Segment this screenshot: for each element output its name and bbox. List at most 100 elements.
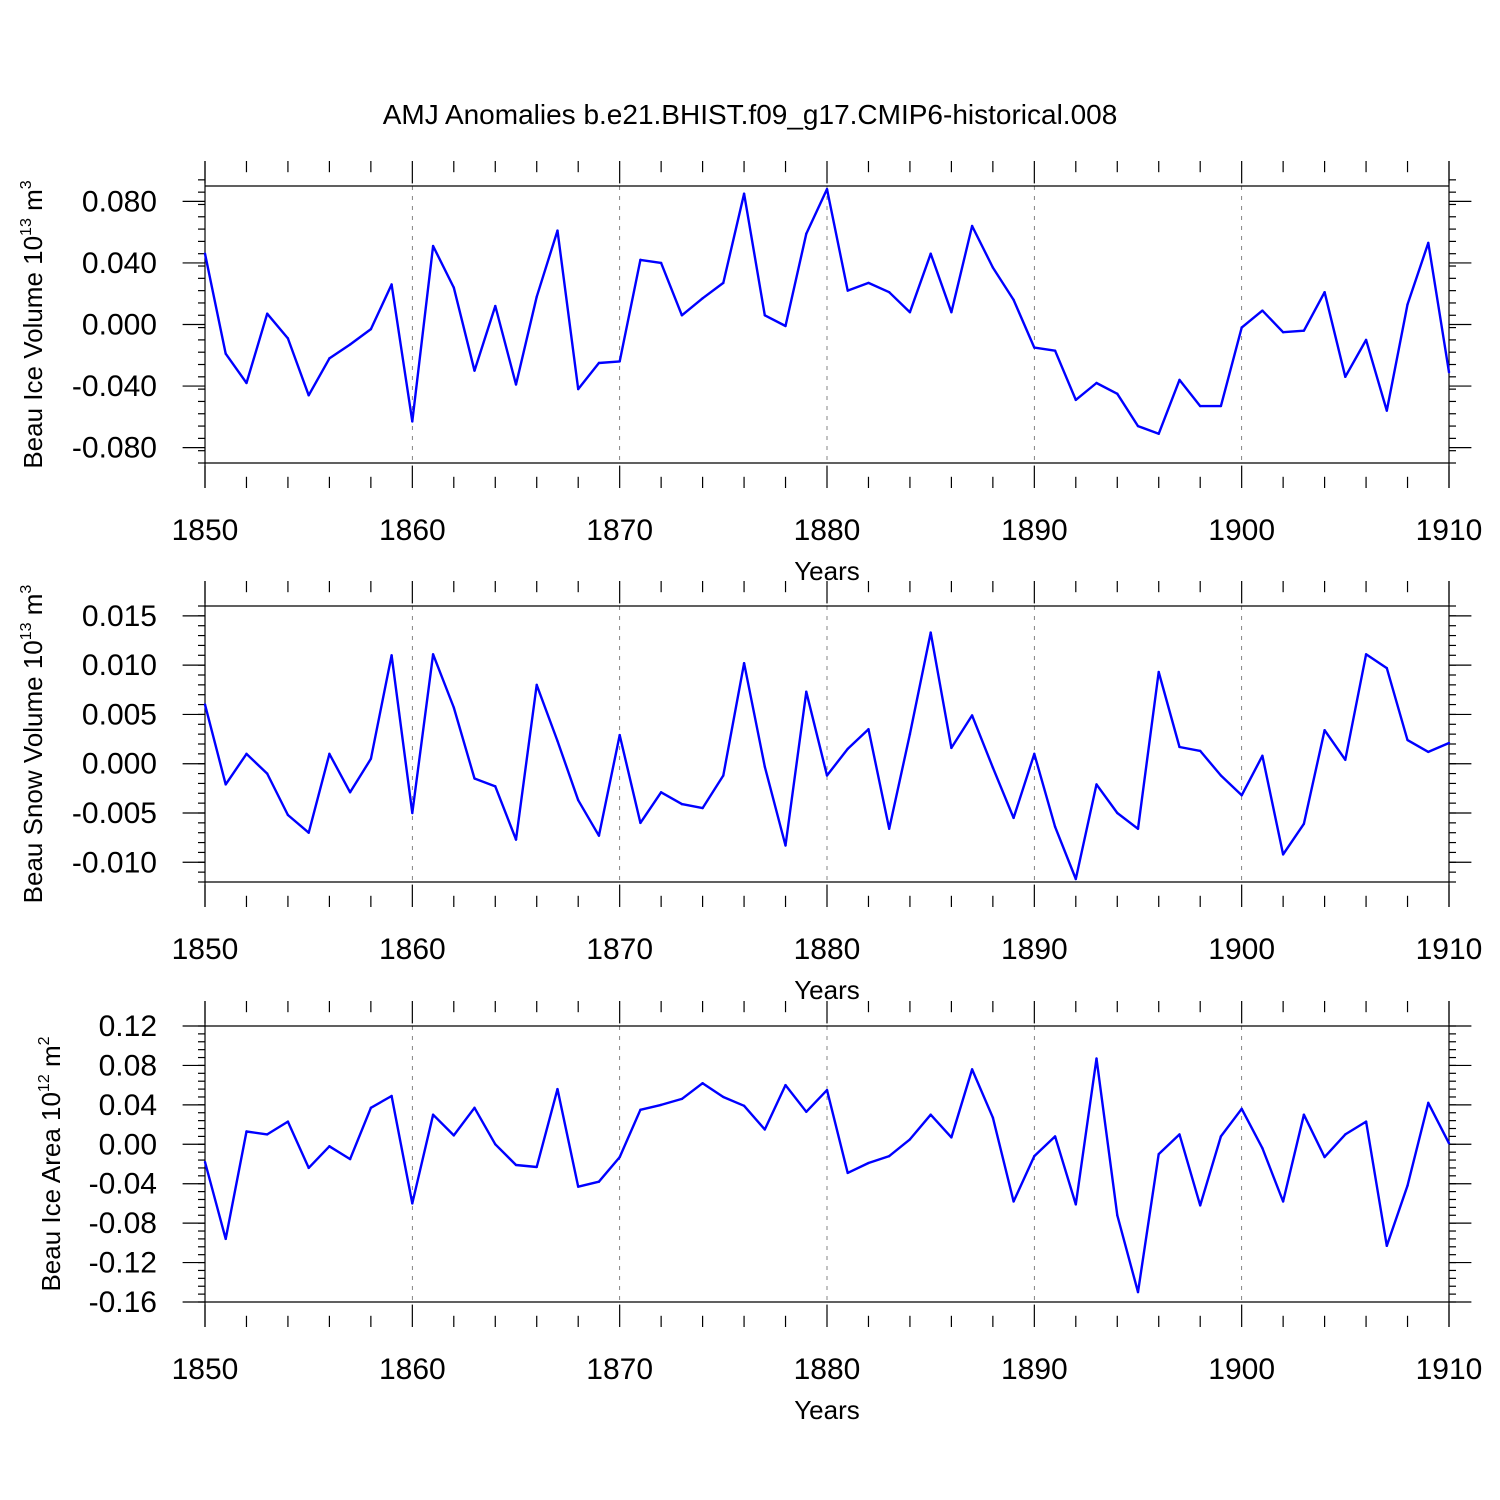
panel2-data-point xyxy=(556,739,559,743)
panel2-data-point xyxy=(618,733,621,737)
panel1-y-tick-label: 0.000 xyxy=(82,309,157,342)
panel1-data-point xyxy=(1012,298,1015,302)
panel3-data-point xyxy=(1281,1200,1285,1203)
panel3-data-point xyxy=(701,1081,704,1085)
panel2-data-point xyxy=(888,827,891,830)
panel1-data-point xyxy=(431,244,435,248)
panel2-y-tick-label: -0.005 xyxy=(72,797,157,830)
panel3-data-point xyxy=(1427,1101,1430,1105)
panel2-data-point xyxy=(203,703,207,706)
panel1-data-point xyxy=(618,360,621,363)
panel1-data-point xyxy=(1053,349,1057,352)
panel1-data-point xyxy=(1261,309,1264,312)
panel3-data-point xyxy=(867,1161,870,1165)
panel1-x-tick-label: 1890 xyxy=(1001,514,1068,547)
panel2-data-point xyxy=(473,777,476,780)
panel1-data-point xyxy=(411,420,414,423)
panel1-data-point xyxy=(784,324,787,328)
panel3-data-point xyxy=(639,1108,642,1111)
panel1-x-tick-label: 1870 xyxy=(586,514,653,547)
panel3-data-point xyxy=(1199,1204,1202,1207)
panel3-y-axis-title-main: Beau Ice Area 10 xyxy=(36,1092,66,1291)
panel3-data-point xyxy=(452,1134,455,1137)
panel1-data-point xyxy=(514,383,518,386)
panel3-data-point xyxy=(431,1113,435,1116)
chart-panel-3: -0.16 -0.12 -0.08 -0.04 0.00 0.04 0.08 0.12 1850… xyxy=(36,1001,1482,1425)
panel2-y-axis-title-unit: m xyxy=(18,594,48,623)
panel2-data-point xyxy=(1012,816,1015,820)
panel2-data-point xyxy=(991,766,995,769)
panel1-data-point xyxy=(722,281,725,285)
panel2-data-point xyxy=(411,811,414,815)
panel3-data-point xyxy=(1053,1135,1057,1138)
panel1-data-point xyxy=(908,310,912,314)
panel3-data-point xyxy=(1385,1244,1389,1248)
panel1-data-point xyxy=(1033,346,1036,349)
panel1-y-axis-title: Beau Ice Volume 1013 m3 xyxy=(18,180,48,468)
panel3-data-point xyxy=(825,1088,829,1092)
panel2-data-point xyxy=(1302,822,1306,826)
panel3-data-point xyxy=(970,1068,974,1071)
panel1-data-point xyxy=(307,394,310,397)
panel1-y-axis-title-unit-exp: 3 xyxy=(18,180,35,189)
panel2-data-point xyxy=(1053,825,1057,828)
panel3-data-point xyxy=(1240,1107,1243,1111)
panel1-data-point xyxy=(577,387,580,391)
panel3-data-point xyxy=(805,1110,808,1113)
panel3-x-tick-label: 1890 xyxy=(1001,1353,1068,1386)
panel1-data-point xyxy=(1240,326,1243,329)
panel1-data-point xyxy=(473,369,476,372)
panel3-y-tick-label: -0.08 xyxy=(89,1207,157,1240)
panel3-x-tick-label: 1880 xyxy=(794,1353,861,1386)
panel3-data-point xyxy=(722,1095,725,1099)
panel2-data-point xyxy=(452,706,455,709)
panel1-data-point xyxy=(867,281,870,285)
panel3-x-tick-label: 1910 xyxy=(1416,1353,1483,1386)
panel2-x-tick-label: 1900 xyxy=(1208,933,1275,966)
panel3-data-point xyxy=(680,1097,684,1101)
panel2-data-point xyxy=(1240,794,1243,797)
panel2-data-point xyxy=(1447,741,1451,745)
panel1-data-point xyxy=(639,258,642,262)
panel2-data-point xyxy=(659,791,663,794)
panel2-data-point xyxy=(1033,752,1036,756)
panel3-data-point xyxy=(348,1157,352,1161)
panel1-data-point xyxy=(1074,398,1078,402)
panel3-data-point xyxy=(908,1138,912,1141)
panel3-data-point xyxy=(473,1106,476,1110)
panel2-data-point xyxy=(950,746,953,750)
panel1-data-point xyxy=(1302,329,1306,332)
panel3-data-point xyxy=(1219,1135,1223,1138)
panel2-data-point xyxy=(307,831,310,834)
panel3-data-point xyxy=(1157,1152,1160,1156)
panel2-data-point xyxy=(1178,745,1181,749)
panel2-data-point xyxy=(763,765,766,768)
panel2-data-point xyxy=(348,791,352,794)
panel1-data-point xyxy=(991,266,995,269)
panel3-data-point xyxy=(950,1136,953,1139)
panel2-data-point xyxy=(1385,666,1389,670)
panel3-data-point xyxy=(1095,1057,1098,1060)
panel1-data-point xyxy=(659,261,663,265)
panel2-data-point xyxy=(867,728,870,731)
panel3-y-tick-label: 0.04 xyxy=(99,1089,157,1122)
panel2-data-point xyxy=(369,757,373,760)
chart-panels: -0.080 -0.040 0.000 0.040 0.080 1850 1860 1870 1… xyxy=(18,161,1482,1425)
panel3-x-tick-label: 1870 xyxy=(586,1353,653,1386)
panel1-data-point xyxy=(680,314,684,317)
panel2-y-axis-title-exp: 13 xyxy=(18,622,35,640)
panel1-data-point xyxy=(1219,404,1223,408)
panel2-data-point xyxy=(1136,827,1140,830)
panel1-x-tick-label: 1850 xyxy=(172,514,239,547)
panel3-y-axis-title-exp: 12 xyxy=(36,1074,53,1092)
panel1-data-point xyxy=(390,283,393,286)
panel3-x-axis-title: Years xyxy=(794,1395,860,1425)
panel1-data-point xyxy=(929,252,932,255)
panel1-data-point xyxy=(763,314,766,317)
panel2-y-tick-label: 0.000 xyxy=(82,748,157,781)
panel3-data-point xyxy=(846,1171,849,1175)
panel3-data-point xyxy=(1116,1214,1119,1217)
panel2-data-point xyxy=(1427,750,1430,754)
panel2-data-point xyxy=(535,683,538,687)
panel2-data-point xyxy=(1344,758,1347,761)
